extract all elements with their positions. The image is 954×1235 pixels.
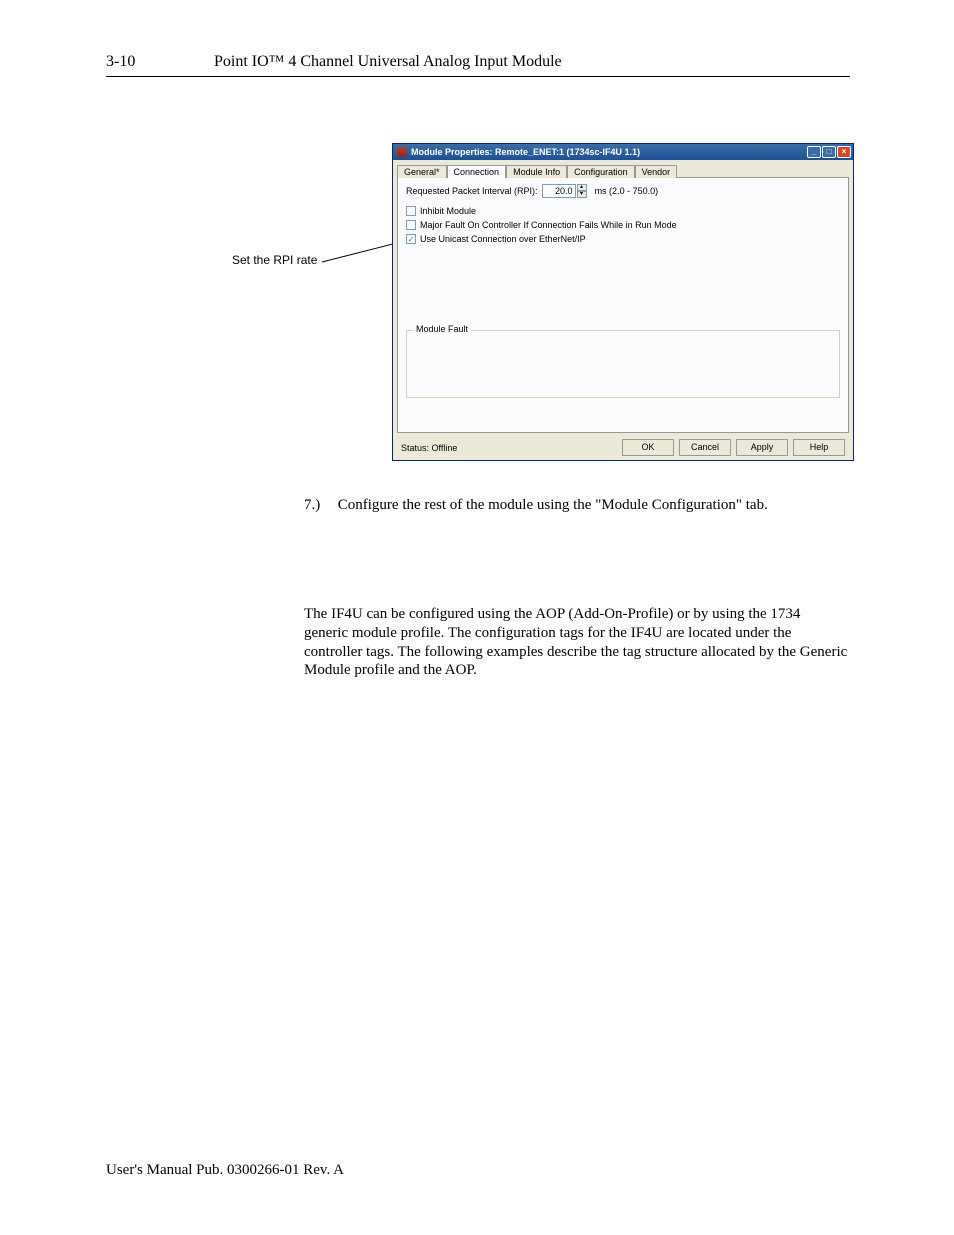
header-rule (106, 76, 850, 77)
major-fault-label: Major Fault On Controller If Connection … (420, 220, 677, 230)
connection-tab-panel: Requested Packet Interval (RPI): 20.0 ▴ … (397, 177, 849, 433)
module-fault-title: Module Fault (413, 324, 471, 334)
close-button[interactable]: × (837, 146, 851, 158)
footer-pub: User's Manual Pub. 0300266-01 Rev. A (106, 1162, 344, 1179)
major-fault-checkbox[interactable] (406, 220, 416, 230)
rpi-label: Requested Packet Interval (RPI): (406, 186, 538, 196)
inhibit-module-checkbox[interactable] (406, 206, 416, 216)
help-button[interactable]: Help (793, 439, 845, 456)
module-fault-group: Module Fault (406, 330, 840, 398)
config-paragraph: The IF4U can be configured using the AOP… (304, 605, 848, 680)
rpi-input[interactable]: 20.0 (542, 184, 576, 198)
rpi-callout-label: Set the RPI rate (232, 253, 317, 267)
rpi-spin-up[interactable]: ▴ (577, 184, 587, 191)
tab-row: General* Connection Module Info Configur… (397, 164, 849, 177)
cancel-button[interactable]: Cancel (679, 439, 731, 456)
rpi-spin-down[interactable]: ▾ (577, 191, 587, 198)
step-7-text: Configure the rest of the module using t… (338, 497, 768, 513)
tab-connection[interactable]: Connection (447, 165, 507, 178)
tab-general[interactable]: General* (397, 165, 447, 178)
app-icon (397, 147, 407, 157)
minimize-button[interactable]: _ (807, 146, 821, 158)
unicast-label: Use Unicast Connection over EtherNet/IP (420, 234, 586, 244)
apply-button[interactable]: Apply (736, 439, 788, 456)
status-value: Offline (432, 443, 458, 453)
inhibit-module-label: Inhibit Module (420, 206, 476, 216)
module-properties-dialog: Module Properties: Remote_ENET:1 (1734sc… (392, 143, 854, 461)
tab-module-info[interactable]: Module Info (506, 165, 567, 178)
tab-configuration[interactable]: Configuration (567, 165, 635, 178)
rpi-range-label: ms (2.0 - 750.0) (595, 186, 659, 196)
unicast-checkbox[interactable]: ✓ (406, 234, 416, 244)
page-title: Point IO™ 4 Channel Universal Analog Inp… (214, 53, 562, 71)
page-number: 3-10 (106, 53, 135, 71)
dialog-title: Module Properties: Remote_ENET:1 (1734sc… (411, 147, 807, 157)
step-7: 7.) Configure the rest of the module usi… (304, 496, 768, 515)
ok-button[interactable]: OK (622, 439, 674, 456)
maximize-button[interactable]: □ (822, 146, 836, 158)
tab-vendor[interactable]: Vendor (635, 165, 678, 178)
status-label: Status: (401, 443, 429, 453)
dialog-titlebar[interactable]: Module Properties: Remote_ENET:1 (1734sc… (393, 144, 853, 160)
step-7-number: 7.) (304, 496, 334, 515)
